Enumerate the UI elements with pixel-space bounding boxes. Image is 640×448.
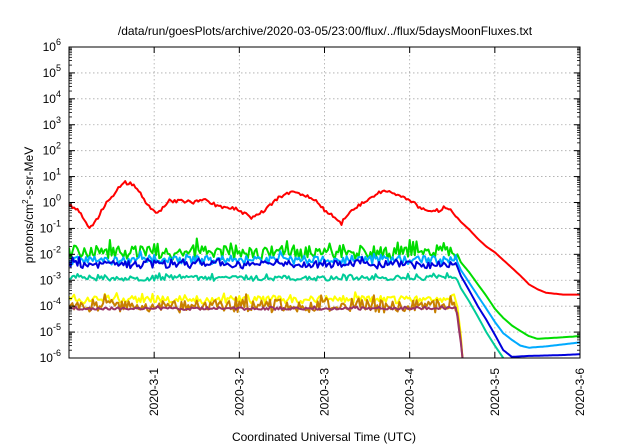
- series-line-5: [69, 272, 505, 358]
- series-line-1: [69, 180, 580, 296]
- x-tick-label: 2020-3-2: [232, 368, 246, 416]
- series-line-8: [69, 305, 464, 358]
- y-tick-label: 10-3: [40, 270, 61, 287]
- y-tick-label: 10-1: [40, 218, 61, 235]
- x-tick-label: 2020-3-6: [573, 368, 587, 416]
- x-tick-label: 2020-3-4: [403, 368, 417, 416]
- y-tick-label: 103: [43, 115, 61, 132]
- y-axis-ticks: 10-6 10-5 10-4 10-3 10-2 10-1 100 101 102 103 104 1…: [40, 37, 580, 365]
- y-tick-label: 100: [43, 193, 61, 210]
- y-tick-label: 104: [43, 89, 61, 106]
- y-tick-label: 105: [43, 63, 61, 80]
- series-line-7: [69, 293, 464, 358]
- x-axis-label: Coordinated Universal Time (UTC): [232, 430, 416, 444]
- y-tick-label: 102: [43, 141, 61, 158]
- y-tick-label: 10-4: [40, 296, 61, 313]
- series-layer: [69, 180, 580, 358]
- series-line-2: [69, 237, 580, 340]
- x-tick-label: 2020-3-3: [318, 368, 332, 416]
- chart-title: /data/run/goesPlots/archive/2020-03-05/2…: [118, 24, 533, 38]
- y-tick-label: 10-2: [40, 244, 61, 261]
- y-axis-label: protons/cm2-s-sr-MeV: [21, 147, 36, 263]
- y-tick-label: 10-6: [40, 348, 61, 365]
- x-tick-label: 2020-3-1: [147, 368, 161, 416]
- x-axis-ticks: 2020-3-1 2020-3-2 2020-3-3 2020-3-4 2020-3-5…: [147, 47, 587, 416]
- y-tick-label: 10-5: [40, 322, 61, 339]
- y-tick-label: 106: [43, 37, 61, 54]
- x-tick-label: 2020-3-5: [488, 368, 502, 416]
- series-line-6: [69, 291, 464, 358]
- y-tick-label: 101: [43, 167, 61, 184]
- series-line-4: [69, 256, 580, 358]
